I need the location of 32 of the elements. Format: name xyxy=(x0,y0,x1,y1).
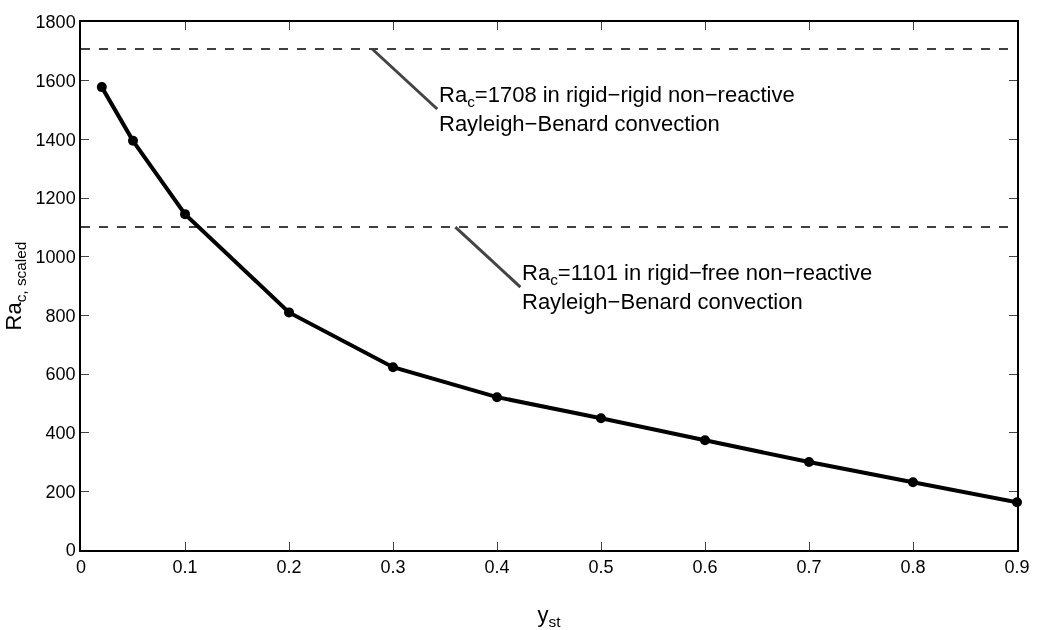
y-tick-label: 1800 xyxy=(35,12,76,33)
y-tick-label: 1600 xyxy=(35,70,76,91)
y-tick-label: 1000 xyxy=(35,246,76,267)
x-tick-label: 0.9 xyxy=(1004,557,1030,578)
point xyxy=(492,392,502,403)
x-tick-label: 0.4 xyxy=(484,557,510,578)
x-axis-title: y$_{st}$ xyxy=(537,602,562,630)
x-tick-label: 0.3 xyxy=(380,557,406,578)
point xyxy=(388,362,398,373)
x-tick-label: 0.1 xyxy=(172,557,198,578)
x-tick-label: 0.5 xyxy=(588,557,614,578)
y-tick-label: 400 xyxy=(45,422,76,443)
x-tick-label: 0.6 xyxy=(692,557,718,578)
point xyxy=(804,457,814,467)
y-tick-label: 600 xyxy=(45,364,76,385)
y-tick-label: 1200 xyxy=(35,188,76,209)
annotation: Ra$_{c}$=1708 in rigid−rigid non−reactive Rayleigh−Benard convection xyxy=(439,82,795,136)
x-tick-label: 0.7 xyxy=(796,557,822,578)
point xyxy=(180,209,190,220)
point xyxy=(908,477,918,488)
point xyxy=(284,307,294,318)
x-tick-label: 0.2 xyxy=(276,557,302,578)
y-tick-label: 1400 xyxy=(35,129,76,150)
point xyxy=(128,135,138,146)
point xyxy=(596,413,606,424)
point xyxy=(96,82,107,93)
y-tick-label: 200 xyxy=(45,481,76,502)
annotation: Ra$_{c}$=1101 in rigid−free non−reactive Rayleigh−Benard convection xyxy=(522,260,873,314)
point xyxy=(700,435,710,446)
y-tick-label: 800 xyxy=(45,305,76,326)
x-tick-label: 0.8 xyxy=(900,557,926,578)
y-tick-label: 0 xyxy=(65,540,76,561)
